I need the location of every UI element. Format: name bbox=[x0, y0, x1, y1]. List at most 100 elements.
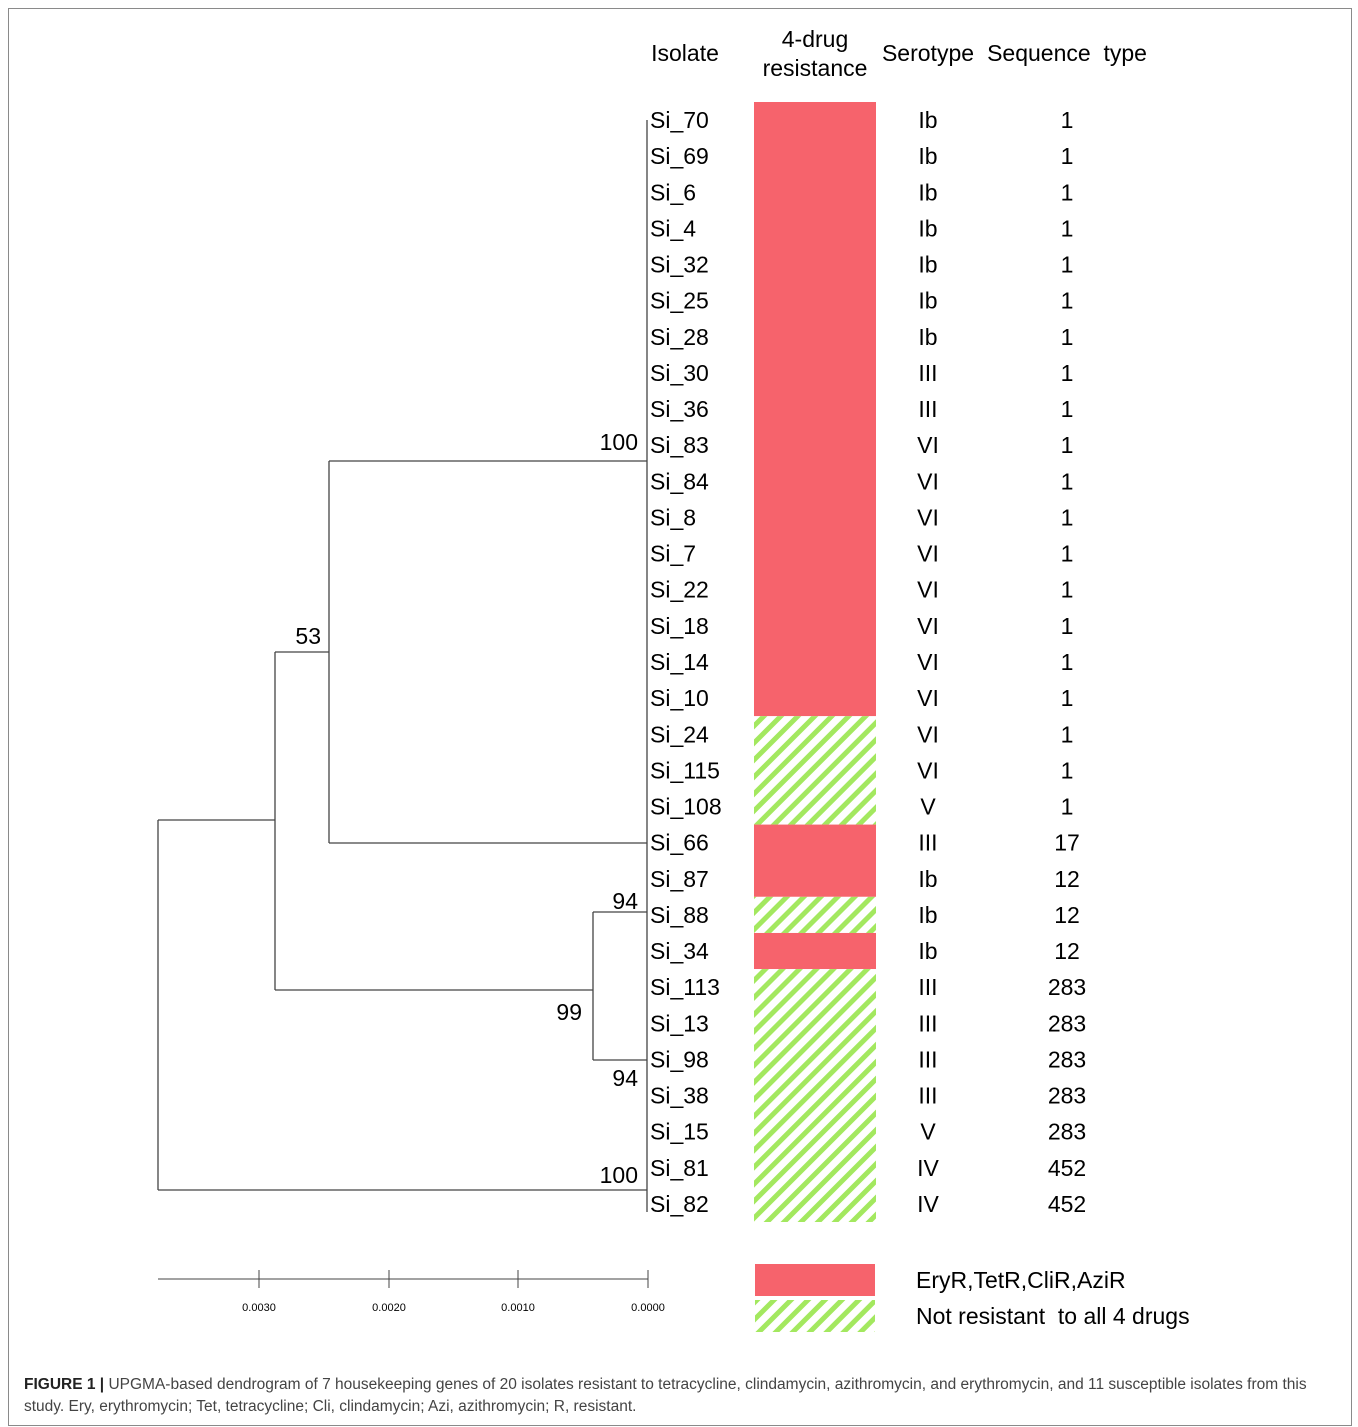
isolate-rows: Si_70 Ib 1 Si_69 Ib 1 Si_6 Ib 1 Si_4 Ib 1 Si_32 Ib 1 Si… bbox=[650, 107, 1086, 1217]
legend-resistant-label: EryR,TetR,CliR,AziR bbox=[916, 1267, 1126, 1293]
sequence-type-value: 452 bbox=[1048, 1191, 1086, 1217]
isolate-label: Si_4 bbox=[650, 215, 696, 241]
serotype-value: VI bbox=[917, 468, 939, 494]
serotype-value: III bbox=[918, 1046, 937, 1072]
isolate-label: Si_82 bbox=[650, 1191, 709, 1217]
serotype-value: VI bbox=[917, 541, 939, 567]
isolate-label: Si_8 bbox=[650, 504, 696, 530]
sequence-type-value: 283 bbox=[1048, 1010, 1086, 1036]
caption-text: UPGMA-based dendrogram of 7 housekeeping… bbox=[24, 1376, 1307, 1415]
isolate-label: Si_22 bbox=[650, 577, 709, 603]
isolate-label: Si_6 bbox=[650, 179, 696, 205]
sequence-type-value: 1 bbox=[1061, 468, 1074, 494]
isolate-label: Si_24 bbox=[650, 721, 709, 747]
serotype-value: Ib bbox=[918, 215, 937, 241]
sequence-type-value: 1 bbox=[1061, 649, 1074, 675]
sequence-type-value: 1 bbox=[1061, 143, 1074, 169]
bootstrap-label: 99 bbox=[556, 999, 582, 1025]
legend-not-resistant-label: Not resistant to all 4 drugs bbox=[916, 1303, 1190, 1329]
isolate-label: Si_70 bbox=[650, 107, 709, 133]
figure-caption: FIGURE 1 | UPGMA-based dendrogram of 7 h… bbox=[24, 1374, 1334, 1418]
isolate-label: Si_15 bbox=[650, 1119, 709, 1145]
isolate-header: Isolate bbox=[651, 40, 719, 66]
not-resistant-bar bbox=[754, 969, 876, 1222]
sequence-type-value: 1 bbox=[1061, 685, 1074, 711]
caption-label: FIGURE 1 | bbox=[24, 1376, 105, 1393]
isolate-label: Si_10 bbox=[650, 685, 709, 711]
bootstrap-label: 94 bbox=[612, 888, 638, 914]
sequence-type-value: 12 bbox=[1054, 902, 1080, 928]
scale-tick-label: 0.0010 bbox=[501, 1302, 535, 1314]
serotype-value: Ib bbox=[918, 252, 937, 278]
sequence-type-value: 1 bbox=[1061, 613, 1074, 639]
isolate-label: Si_81 bbox=[650, 1155, 709, 1181]
sequence-type-value: 283 bbox=[1048, 1083, 1086, 1109]
sequence-type-value: 1 bbox=[1061, 324, 1074, 350]
serotype-value: VI bbox=[917, 757, 939, 783]
scale-tick-label: 0.0030 bbox=[242, 1302, 276, 1314]
isolate-label: Si_66 bbox=[650, 830, 709, 856]
bootstrap-label: 94 bbox=[612, 1065, 638, 1091]
dendrogram-figure: Isolate 4-drug resistance Serotype Seque… bbox=[157, 26, 1190, 1332]
sequence-type-value: 1 bbox=[1061, 288, 1074, 314]
serotype-value: III bbox=[918, 830, 937, 856]
serotype-value: V bbox=[920, 794, 936, 820]
sequence-type-value: 1 bbox=[1061, 252, 1074, 278]
serotype-value: III bbox=[918, 360, 937, 386]
isolate-label: Si_32 bbox=[650, 252, 709, 278]
bootstrap-label: 100 bbox=[600, 429, 638, 455]
serotype-value: Ib bbox=[918, 324, 937, 350]
isolate-label: Si_28 bbox=[650, 324, 709, 350]
resistance-header-line2: resistance bbox=[763, 55, 868, 81]
bootstrap-label: 53 bbox=[295, 623, 321, 649]
serotype-value: VI bbox=[917, 577, 939, 603]
sequence-type-value: 1 bbox=[1061, 757, 1074, 783]
sequence-type-value: 1 bbox=[1061, 179, 1074, 205]
sequence-type-value: 283 bbox=[1048, 974, 1086, 1000]
sequence-type-value: 1 bbox=[1061, 541, 1074, 567]
resistant-bar bbox=[754, 102, 876, 717]
serotype-value: VI bbox=[917, 685, 939, 711]
serotype-value: III bbox=[918, 1083, 937, 1109]
isolate-label: Si_88 bbox=[650, 902, 709, 928]
not-resistant-bar bbox=[754, 896, 876, 933]
isolate-label: Si_30 bbox=[650, 360, 709, 386]
sequence-type-header: Sequence type bbox=[987, 40, 1147, 66]
serotype-value: Ib bbox=[918, 107, 937, 133]
serotype-value: VI bbox=[917, 432, 939, 458]
isolate-label: Si_14 bbox=[650, 649, 709, 675]
resistant-bar bbox=[754, 824, 876, 897]
isolate-label: Si_84 bbox=[650, 468, 709, 494]
serotype-value: III bbox=[918, 396, 937, 422]
sequence-type-value: 12 bbox=[1054, 938, 1080, 964]
isolate-label: Si_69 bbox=[650, 143, 709, 169]
isolate-label: Si_34 bbox=[650, 938, 709, 964]
sequence-type-value: 17 bbox=[1054, 830, 1080, 856]
not-resistant-bar bbox=[754, 716, 876, 825]
sequence-type-value: 1 bbox=[1061, 215, 1074, 241]
resistance-header-line1: 4-drug bbox=[782, 26, 848, 52]
legend-not-resistant-swatch bbox=[755, 1300, 875, 1332]
scale-tick-label: 0.0000 bbox=[631, 1302, 665, 1314]
serotype-value: Ib bbox=[918, 866, 937, 892]
scale-bar bbox=[158, 1270, 649, 1288]
sequence-type-value: 1 bbox=[1061, 794, 1074, 820]
serotype-value: III bbox=[918, 974, 937, 1000]
sequence-type-value: 1 bbox=[1061, 396, 1074, 422]
serotype-value: IV bbox=[917, 1155, 939, 1181]
dendrogram-tree bbox=[157, 120, 648, 1212]
figure-frame bbox=[8, 8, 1352, 1426]
sequence-type-value: 283 bbox=[1048, 1046, 1086, 1072]
isolate-label: Si_108 bbox=[650, 794, 722, 820]
isolate-label: Si_38 bbox=[650, 1083, 709, 1109]
resistant-bar bbox=[754, 932, 876, 970]
isolate-label: Si_98 bbox=[650, 1046, 709, 1072]
serotype-value: Ib bbox=[918, 143, 937, 169]
serotype-value: Ib bbox=[918, 902, 937, 928]
serotype-value: Ib bbox=[918, 938, 937, 964]
sequence-type-value: 1 bbox=[1061, 721, 1074, 747]
sequence-type-value: 283 bbox=[1048, 1119, 1086, 1145]
sequence-type-value: 1 bbox=[1061, 107, 1074, 133]
sequence-type-value: 1 bbox=[1061, 504, 1074, 530]
sequence-type-value: 1 bbox=[1061, 360, 1074, 386]
